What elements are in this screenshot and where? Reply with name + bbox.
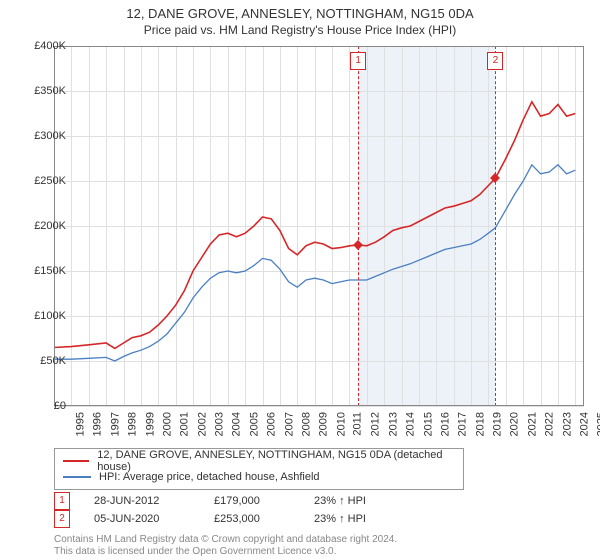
x-tick-label: 2004 — [231, 412, 243, 436]
sales-row: 1 28-JUN-2012 £179,000 23% ↑ HPI — [54, 492, 394, 510]
marker-box: 2 — [487, 52, 503, 70]
x-tick-label: 2014 — [405, 412, 417, 436]
series-line-hpi — [54, 165, 575, 361]
x-tick-label: 2013 — [387, 412, 399, 436]
x-tick-label: 2006 — [266, 412, 278, 436]
sale-marker-icon: 1 — [54, 492, 70, 510]
sale-pct: 23% ↑ HPI — [314, 513, 394, 525]
x-tick-label: 2025 — [596, 412, 600, 436]
legend-swatch — [63, 476, 91, 478]
y-tick-label: £350K — [34, 85, 66, 97]
x-tick-label: 2009 — [318, 412, 330, 436]
x-tick-label: 1996 — [92, 412, 104, 436]
chart-title: 12, DANE GROVE, ANNESLEY, NOTTINGHAM, NG… — [0, 0, 600, 21]
x-tick-label: 2010 — [335, 412, 347, 436]
attribution-line: Contains HM Land Registry data © Crown c… — [54, 534, 397, 546]
series-lines — [54, 46, 584, 406]
y-tick-label: £0 — [54, 400, 66, 412]
legend-label: HPI: Average price, detached house, Ashf… — [99, 471, 320, 483]
x-tick-label: 1997 — [109, 412, 121, 436]
sales-row: 2 05-JUN-2020 £253,000 23% ↑ HPI — [54, 510, 394, 528]
sale-marker-icon: 2 — [54, 510, 70, 528]
x-tick-label: 2020 — [509, 412, 521, 436]
x-tick-label: 2005 — [248, 412, 260, 436]
y-tick-label: £200K — [34, 220, 66, 232]
x-tick-label: 2012 — [370, 412, 382, 436]
legend-item: 12, DANE GROVE, ANNESLEY, NOTTINGHAM, NG… — [63, 453, 455, 469]
attribution-line: This data is licensed under the Open Gov… — [54, 546, 397, 558]
x-tick-label: 2021 — [526, 412, 538, 436]
x-tick-label: 2017 — [457, 412, 469, 436]
x-tick-label: 2015 — [422, 412, 434, 436]
y-tick-label: £150K — [34, 265, 66, 277]
chart-plot-area: 12 — [54, 46, 584, 406]
x-tick-label: 2003 — [214, 412, 226, 436]
x-tick-label: 2001 — [179, 412, 191, 436]
y-tick-label: £100K — [34, 310, 66, 322]
sale-date: 05-JUN-2020 — [94, 513, 214, 525]
legend-label: 12, DANE GROVE, ANNESLEY, NOTTINGHAM, NG… — [97, 449, 455, 473]
x-tick-label: 2024 — [578, 412, 590, 436]
chart-subtitle: Price paid vs. HM Land Registry's House … — [0, 21, 600, 41]
sale-price: £253,000 — [214, 513, 314, 525]
attribution: Contains HM Land Registry data © Crown c… — [54, 534, 397, 558]
marker-box: 1 — [350, 52, 366, 70]
x-tick-label: 1998 — [127, 412, 139, 436]
chart-container: 12, DANE GROVE, ANNESLEY, NOTTINGHAM, NG… — [0, 0, 600, 560]
legend: 12, DANE GROVE, ANNESLEY, NOTTINGHAM, NG… — [54, 448, 464, 490]
sale-date: 28-JUN-2012 — [94, 495, 214, 507]
y-tick-label: £300K — [34, 130, 66, 142]
sale-price: £179,000 — [214, 495, 314, 507]
x-tick-label: 2018 — [474, 412, 486, 436]
x-tick-label: 2011 — [352, 412, 364, 436]
sales-table: 1 28-JUN-2012 £179,000 23% ↑ HPI 2 05-JU… — [54, 492, 394, 528]
x-tick-label: 2002 — [196, 412, 208, 436]
x-tick-label: 1999 — [144, 412, 156, 436]
x-tick-label: 2016 — [439, 412, 451, 436]
x-tick-label: 2000 — [161, 412, 173, 436]
y-tick-label: £250K — [34, 175, 66, 187]
marker-dashline — [495, 46, 496, 406]
y-tick-label: £50K — [40, 355, 66, 367]
y-tick-label: £400K — [34, 40, 66, 52]
x-tick-label: 2023 — [561, 412, 573, 436]
marker-dashline — [358, 46, 359, 406]
legend-swatch — [63, 460, 89, 462]
x-tick-label: 2008 — [300, 412, 312, 436]
sale-pct: 23% ↑ HPI — [314, 495, 394, 507]
x-tick-label: 2019 — [492, 412, 504, 436]
x-tick-label: 2022 — [544, 412, 556, 436]
x-tick-label: 1995 — [74, 412, 86, 436]
x-tick-label: 2007 — [283, 412, 295, 436]
